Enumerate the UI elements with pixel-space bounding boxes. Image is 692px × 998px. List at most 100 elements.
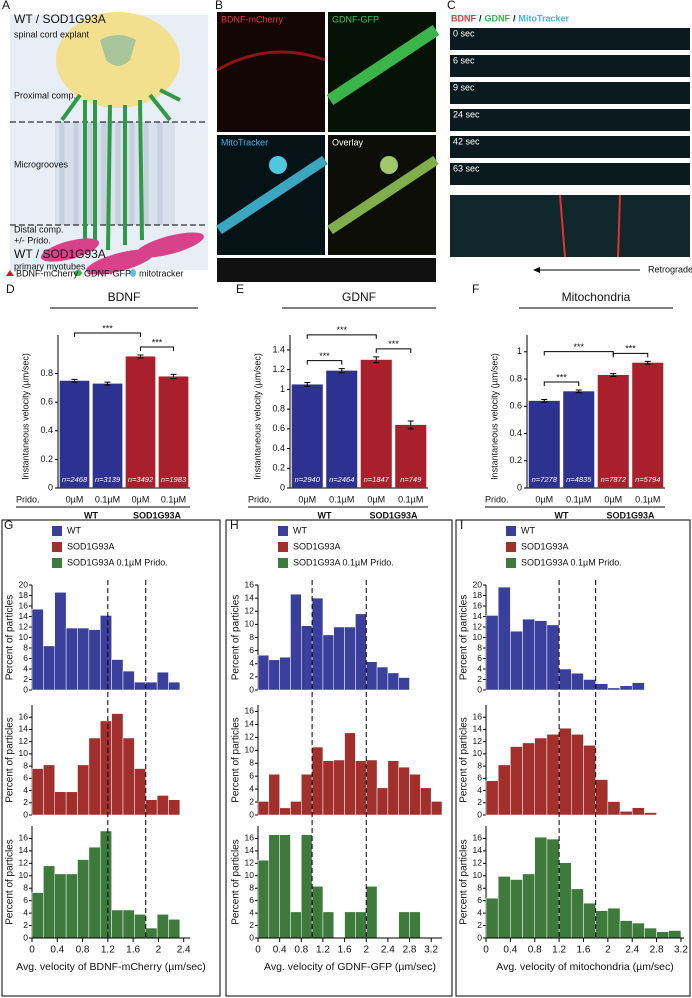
y-axis-label: Percent of particles [5,595,16,681]
y-tick-label: 16 [473,600,483,610]
error-bar [644,360,651,365]
y-tick-label: 6 [23,773,28,783]
histogram-bar [607,801,621,816]
kymograph-header: BDNF [451,13,476,23]
kymograph-strips [450,28,690,273]
y-tick-label: 0 [249,932,254,942]
y-tick-label: 16 [19,833,29,843]
x-axis-label: Avg. velocity of mitochondria (µm/sec) [496,961,673,973]
histogram-bar [571,734,584,816]
group-label: WT [84,510,98,520]
y-tick-label: 0 [280,482,285,492]
histogram-bar [65,873,78,939]
n-label: n=4835 [566,475,592,484]
y-tick-label: 0.4 [509,428,522,438]
y-axis-label: Percent of particles [459,839,470,925]
bar [125,356,156,488]
y-tick-label: 0 [477,809,482,819]
histogram-bar [156,671,169,691]
y-tick-label: 6 [249,645,254,655]
y-tick-label: 0 [477,932,482,942]
histogram-bar [631,807,645,816]
histogram-bar [387,672,399,691]
histogram-bar [344,626,356,691]
histogram-bar [485,615,499,691]
n-label: n=5794 [635,475,660,484]
y-tick-label: 4 [477,785,482,795]
histogram-bar [583,679,596,691]
histogram-bar [311,597,324,691]
x-tick-label: 0 [255,945,261,956]
histogram-bar [546,838,560,939]
x-tick-label: 1.6 [126,945,140,956]
histogram-bar [100,615,112,691]
x-tick-label: 0 [483,945,489,956]
n-label: n=2468 [62,475,88,484]
y-tick-label: 4 [23,663,28,673]
y-tick-label: 14 [19,724,29,734]
x-tick-label: 0µM [535,494,553,504]
y-tick-label: 16 [245,833,255,843]
y-tick-label: 1.2 [272,364,285,374]
histogram-bar [111,909,124,939]
histogram-bar [595,683,609,691]
kymograph-header: MitoTracker [519,13,570,23]
legend-label: SOD1G93A [67,541,115,551]
legend-label: WT [67,525,81,535]
histogram-bar [134,681,147,691]
x-tick-label: 1.2 [316,945,330,956]
diagram-shapes [6,12,208,277]
y-tick-label: 1 [280,384,285,394]
y-tick-label: 4 [23,907,28,917]
legend-label: mitotracker [139,268,184,278]
histogram-bar [77,627,90,691]
legend-label: WT [293,525,307,535]
diagram-label: +/- Prido. [14,235,51,245]
significance-label: *** [625,344,636,354]
histogram-bar [497,876,511,939]
histogram-bar [77,764,90,816]
y-tick-label: 2 [23,920,28,930]
histogram-bar [571,888,584,939]
legend-swatch [52,526,62,536]
x-tick-label: 3.2 [674,945,688,956]
x-tick-label: 0.4 [503,945,517,956]
histogram-bar [365,886,378,939]
histogram-bar [631,682,645,691]
bar [597,374,629,488]
y-tick-label: 12 [245,858,255,868]
y-tick-label: 8 [249,757,254,767]
histogram-bar [88,629,101,691]
histogram-bar [268,773,280,816]
diagram-title: WT / SOD1G93A [14,12,106,26]
group-label: SOD1G93A [369,510,418,520]
x-tick-label: 0.8 [528,945,542,956]
histogram-bar [257,859,270,939]
x-tick-label: 0.4 [273,945,287,956]
histogram-bar [168,919,181,939]
y-tick-label: 4 [249,783,254,793]
histogram-bar [583,902,596,939]
y-tick-label: 12 [245,732,255,742]
histogram-bar [257,801,270,816]
histogram-bar [65,791,78,816]
y-tick-label: 12 [245,606,255,616]
y-tick-label: 4 [249,907,254,917]
y-axis-label: Percent of particles [231,839,242,925]
histogram-bar [497,586,511,691]
kymograph-header: / [513,13,516,23]
histogram-bar [376,787,389,816]
y-tick-label: 0.4 [272,443,285,453]
y-tick-label: 14 [19,611,29,621]
x-tick-label: 0µM [132,494,150,504]
chart-title: GDNF [342,290,376,304]
y-tick-label: 0 [249,684,254,694]
legend-label: WT [521,525,535,535]
histogram-bar [485,897,499,939]
y-tick-label: 0 [249,809,254,819]
x-axis-label: Avg. velocity of BDNF-mCherry (µm/sec) [16,961,206,973]
y-tick-label: 10 [245,745,255,755]
diagram-subtitle: spinal cord explant [14,29,90,39]
y-tick-label: 12 [473,736,483,746]
histogram-bar [497,764,511,816]
